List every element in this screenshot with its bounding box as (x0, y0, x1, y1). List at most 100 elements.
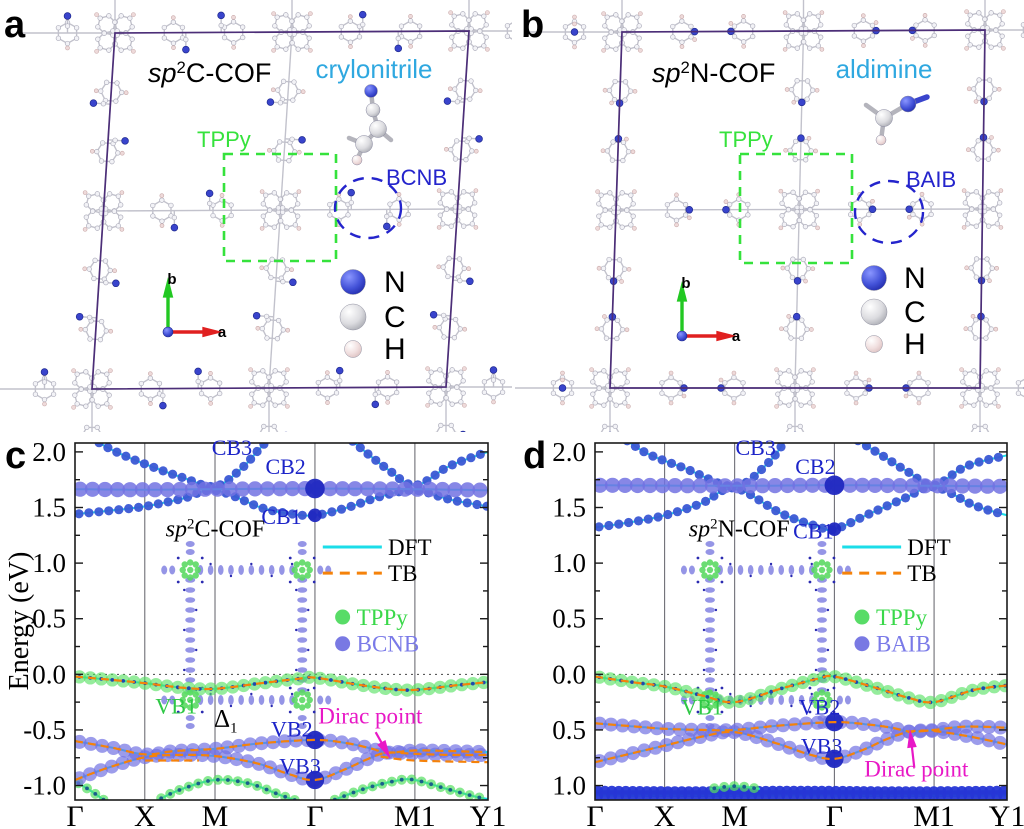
molecule-label: aldimine (836, 54, 933, 84)
bands-c (75, 443, 488, 800)
y-tick-label: 1.5 (552, 493, 586, 523)
gamma-point-dot (825, 749, 844, 769)
legend-atom-C: C (904, 296, 926, 329)
tppy-label: TPPy (197, 127, 251, 152)
bands-d (595, 443, 1007, 800)
legend-linker-label: BAIB (876, 632, 931, 657)
band-label-CB3: CB3 (212, 435, 252, 460)
gamma-point-dot (305, 478, 325, 499)
chart-title-d: sp2N-COF (689, 516, 790, 542)
axis-a-label: a (732, 328, 741, 345)
kpoint-label: M (202, 800, 229, 829)
y-tick-label: -0.5 (23, 715, 66, 745)
molecule-inset (863, 94, 930, 146)
y-tick-label: 1.0 (552, 771, 586, 801)
y-tick-label: 0.0 (32, 659, 66, 689)
panel-a-structure (0, 0, 512, 432)
band-label-CB2: CB2 (795, 454, 835, 479)
axis-a-label: a (218, 324, 227, 341)
legend-linker-dot (854, 636, 870, 652)
tb-fit-line (75, 675, 488, 692)
plot-frame (594, 442, 1008, 801)
y-tick-label: -1.0 (23, 771, 66, 801)
y-tick-label: 1.0 (32, 548, 66, 578)
band-label-VB3: VB3 (801, 733, 843, 758)
tppy-label: TPPy (719, 127, 773, 152)
atom-legend: NCH (339, 266, 406, 366)
legend-sphere-H (344, 340, 362, 358)
legend-sphere-C (339, 303, 367, 331)
legend-atom-N: N (904, 262, 926, 295)
band-label-VB1: VB1 (155, 693, 197, 718)
unit-cell-outline (609, 29, 986, 389)
y-tick-label: 0.0 (552, 659, 586, 689)
y-tick-label: 0.5 (552, 604, 586, 634)
molecule-label: crylonitrile (315, 54, 432, 84)
legend-node-label: TPPy (357, 605, 409, 630)
tb-fit-line (595, 721, 1007, 733)
y-tick-label: 0.5 (32, 604, 66, 634)
kpoint-label: M1 (913, 800, 955, 829)
dirac-annotation: Dirac point (318, 703, 423, 759)
band-label-VB3: VB3 (279, 753, 321, 778)
structure-title: sp2C-COF (148, 58, 271, 88)
legend-sphere-C (860, 298, 888, 326)
kpoint-label: Γ (66, 800, 83, 829)
band-label-VB1: VB1 (681, 694, 723, 719)
atom-legend: NCH (860, 262, 926, 361)
unit-cell-outline (91, 30, 470, 390)
dirac-label: Dirac point (318, 703, 423, 728)
linker-label: BAIB (906, 167, 956, 192)
gamma-point-dot (308, 508, 322, 523)
axis-b-label: b (167, 271, 176, 288)
band-VB-deep-2-dots (595, 790, 1007, 800)
legend-linker-label: BCNB (357, 632, 420, 657)
panel-label-c: c (5, 435, 27, 477)
band-label-CB2: CB2 (265, 454, 305, 479)
legend-atom-H: H (384, 333, 406, 366)
tppy-dashed-box (738, 152, 854, 265)
band-CB2-dots (75, 481, 488, 498)
y-axis-title: Energy (eV) (4, 551, 35, 691)
gamma-point-dot (827, 522, 842, 536)
dirac-annotation: Dirac point (864, 728, 969, 782)
kpoint-label: Y1 (989, 800, 1024, 829)
gamma-point-dot (305, 730, 325, 750)
kpoint-label: X (654, 800, 676, 829)
legend-atom-C: C (384, 301, 406, 334)
band-label-CB1: CB1 (261, 504, 301, 529)
legend-dft-label: DFT (907, 535, 950, 560)
band-VB-deep-right-dots (329, 774, 485, 800)
legend-atom-N: N (384, 266, 406, 299)
legend-linker-dot (335, 636, 351, 652)
gap-label: Δ1 (214, 706, 238, 737)
linker-dashed-circle (333, 176, 403, 240)
tb-extra-line (380, 755, 488, 764)
legend-atom-H: H (904, 328, 926, 361)
panel-label-d: d (523, 435, 547, 477)
molecule-inset (346, 84, 394, 166)
panel-label-a: a (4, 4, 26, 46)
kpoint-label: M1 (394, 800, 436, 829)
legend-dft-label: DFT (388, 535, 431, 560)
legend-tppy-dot (335, 609, 351, 625)
legend-sphere-N (340, 269, 366, 295)
tb-fit-line (75, 738, 488, 756)
legend-tppy-dot (854, 609, 870, 625)
y-tick-label: 2.0 (32, 437, 66, 467)
panel-label-b: b (521, 4, 545, 46)
axes-triad: ba (676, 275, 741, 345)
linker-dashed-circle (853, 179, 925, 245)
band-label-VB2: VB2 (271, 717, 313, 742)
band-VB-deep-green-dots (709, 781, 760, 794)
band-VB-deep-mid-dots (156, 774, 300, 800)
legend-sphere-H (865, 335, 883, 353)
y-tick-label: 2.0 (552, 437, 586, 467)
structure-title: sp2N-COF (652, 58, 775, 88)
